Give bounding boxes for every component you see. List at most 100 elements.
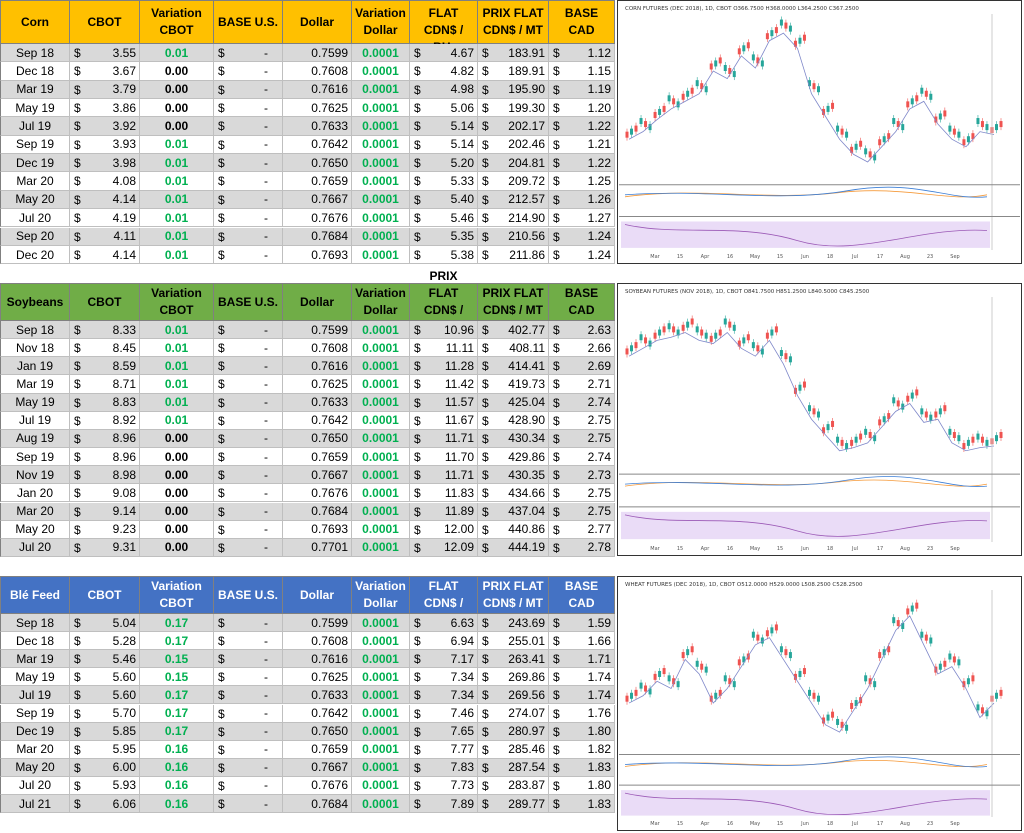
currency-sign: $ — [482, 540, 489, 555]
table-cell: 0.00 — [140, 538, 214, 557]
currency-sign: $ — [414, 450, 421, 465]
currency-sign: $ — [482, 616, 489, 630]
table-cell: - — [214, 245, 283, 265]
candle-body — [709, 335, 713, 342]
currency-sign: $ — [218, 706, 225, 721]
table-cell: 0.0001 — [352, 795, 410, 814]
currency-sign: $ — [553, 486, 560, 501]
table-cell: 8.98 — [70, 466, 140, 485]
table-cell: 429.86 — [478, 448, 549, 467]
candle-body — [802, 668, 806, 675]
candle-body — [653, 111, 657, 118]
currency-sign: $ — [74, 156, 81, 171]
table-cell: - — [214, 722, 283, 741]
table-cell: Sep 18 — [0, 614, 70, 633]
currency-sign: $ — [74, 323, 81, 337]
table-cell: 0.0001 — [352, 227, 410, 246]
candle-body — [976, 118, 980, 125]
candle-body — [765, 332, 769, 339]
candle-body — [737, 48, 741, 55]
candle-body — [690, 646, 694, 653]
currency-sign: $ — [414, 778, 421, 793]
table-cell: 204.81 — [478, 154, 549, 173]
table-cell: Jul 21 — [0, 795, 70, 814]
table-cell: 0.7693 — [283, 245, 352, 265]
currency-sign: $ — [553, 137, 560, 152]
currency-sign: $ — [414, 377, 421, 392]
table-cell: 214.90 — [478, 209, 549, 228]
table-cell: 11.11 — [410, 339, 478, 358]
candle-body — [831, 102, 835, 109]
table-cell: 428.90 — [478, 411, 549, 430]
table-cell: 3.86 — [70, 99, 140, 118]
table-cell: 2.71 — [549, 375, 615, 394]
candle-body — [634, 342, 638, 349]
table-cell: 430.34 — [478, 429, 549, 449]
table-cell: May 20 — [0, 520, 70, 539]
header-cell: Variation Dollar — [352, 283, 410, 321]
x-axis-label: Mar — [650, 254, 660, 260]
table-cell: 0.16 — [140, 740, 214, 759]
header-cell: Variation CBOT — [140, 576, 214, 614]
table-cell: 0.01 — [140, 411, 214, 430]
currency-sign: $ — [553, 211, 560, 226]
currency-sign: $ — [482, 323, 489, 337]
table-cell: 8.45 — [70, 339, 140, 358]
currency-sign: $ — [74, 192, 81, 207]
currency-sign: $ — [482, 359, 489, 374]
x-axis-label: Sep — [950, 821, 959, 827]
table-cell: 408.11 — [478, 339, 549, 358]
currency-sign: $ — [218, 119, 225, 134]
table-cell: 1.71 — [549, 650, 615, 669]
table-cell: 0.7642 — [283, 704, 352, 723]
table-cell: 4.67 — [410, 44, 478, 63]
candle-body — [957, 131, 961, 138]
candle-body — [639, 118, 643, 125]
candle-body — [625, 348, 629, 355]
candle-body — [718, 689, 722, 696]
candle-body — [840, 721, 844, 728]
table-cell: 0.0001 — [352, 484, 410, 503]
currency-sign: $ — [553, 341, 560, 356]
x-axis-label: Jun — [800, 821, 809, 827]
candle-body — [836, 718, 840, 725]
table-cell: 11.67 — [410, 411, 478, 430]
table-cell: 4.82 — [410, 62, 478, 81]
candle-body — [924, 411, 928, 418]
currency-sign: $ — [482, 211, 489, 226]
candle-body — [966, 439, 970, 446]
table-cell: 0.17 — [140, 614, 214, 633]
table-cell: 6.94 — [410, 632, 478, 651]
x-axis-label: 15 — [777, 546, 783, 552]
table-cell: 5.35 — [410, 227, 478, 246]
candle-body — [966, 678, 970, 685]
candle-body — [746, 42, 750, 49]
table-cell: 0.0001 — [352, 375, 410, 394]
currency-sign: $ — [74, 101, 81, 116]
candle-body — [672, 98, 676, 105]
candle-body — [756, 57, 760, 64]
candle-body — [784, 649, 788, 656]
header-cell: PRIX FLAT CDN$ / BU. — [410, 269, 478, 334]
currency-sign: $ — [414, 192, 421, 207]
table-cell: 0.0001 — [352, 502, 410, 521]
candle-body — [868, 151, 872, 158]
table-cell: - — [214, 393, 283, 412]
table-cell: 0.01 — [140, 44, 214, 63]
table-cell: 0.0001 — [352, 650, 410, 669]
table-cell: 425.04 — [478, 393, 549, 412]
candle-body — [882, 136, 886, 143]
x-axis-label: 23 — [927, 546, 933, 552]
currency-sign: $ — [553, 323, 560, 337]
currency-sign: $ — [553, 82, 560, 97]
candle-body — [695, 80, 699, 87]
currency-sign: $ — [414, 742, 421, 757]
x-axis-label: Mar — [650, 821, 660, 827]
candle-body — [873, 681, 877, 688]
candle-body — [728, 321, 732, 328]
table-cell: Mar 20 — [0, 502, 70, 521]
currency-sign: $ — [414, 504, 421, 519]
x-axis-label: Apr — [701, 821, 711, 827]
table-cell: 0.01 — [140, 135, 214, 155]
candle-body — [676, 101, 680, 108]
